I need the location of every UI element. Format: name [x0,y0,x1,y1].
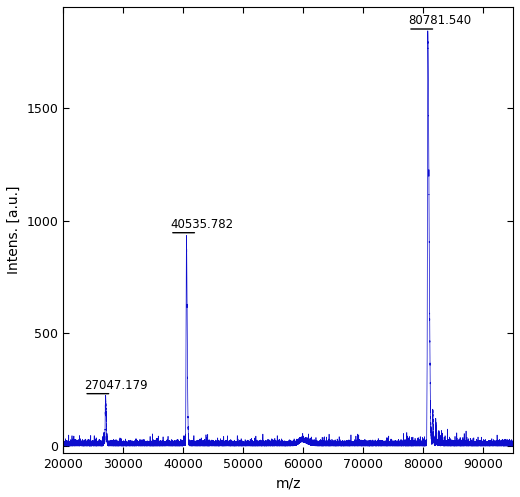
Text: 80781.540: 80781.540 [408,14,471,27]
Text: 27047.179: 27047.179 [84,379,148,392]
X-axis label: m/z: m/z [276,476,301,490]
Text: 40535.782: 40535.782 [170,218,233,231]
Y-axis label: Intens. [a.u.]: Intens. [a.u.] [7,185,21,274]
